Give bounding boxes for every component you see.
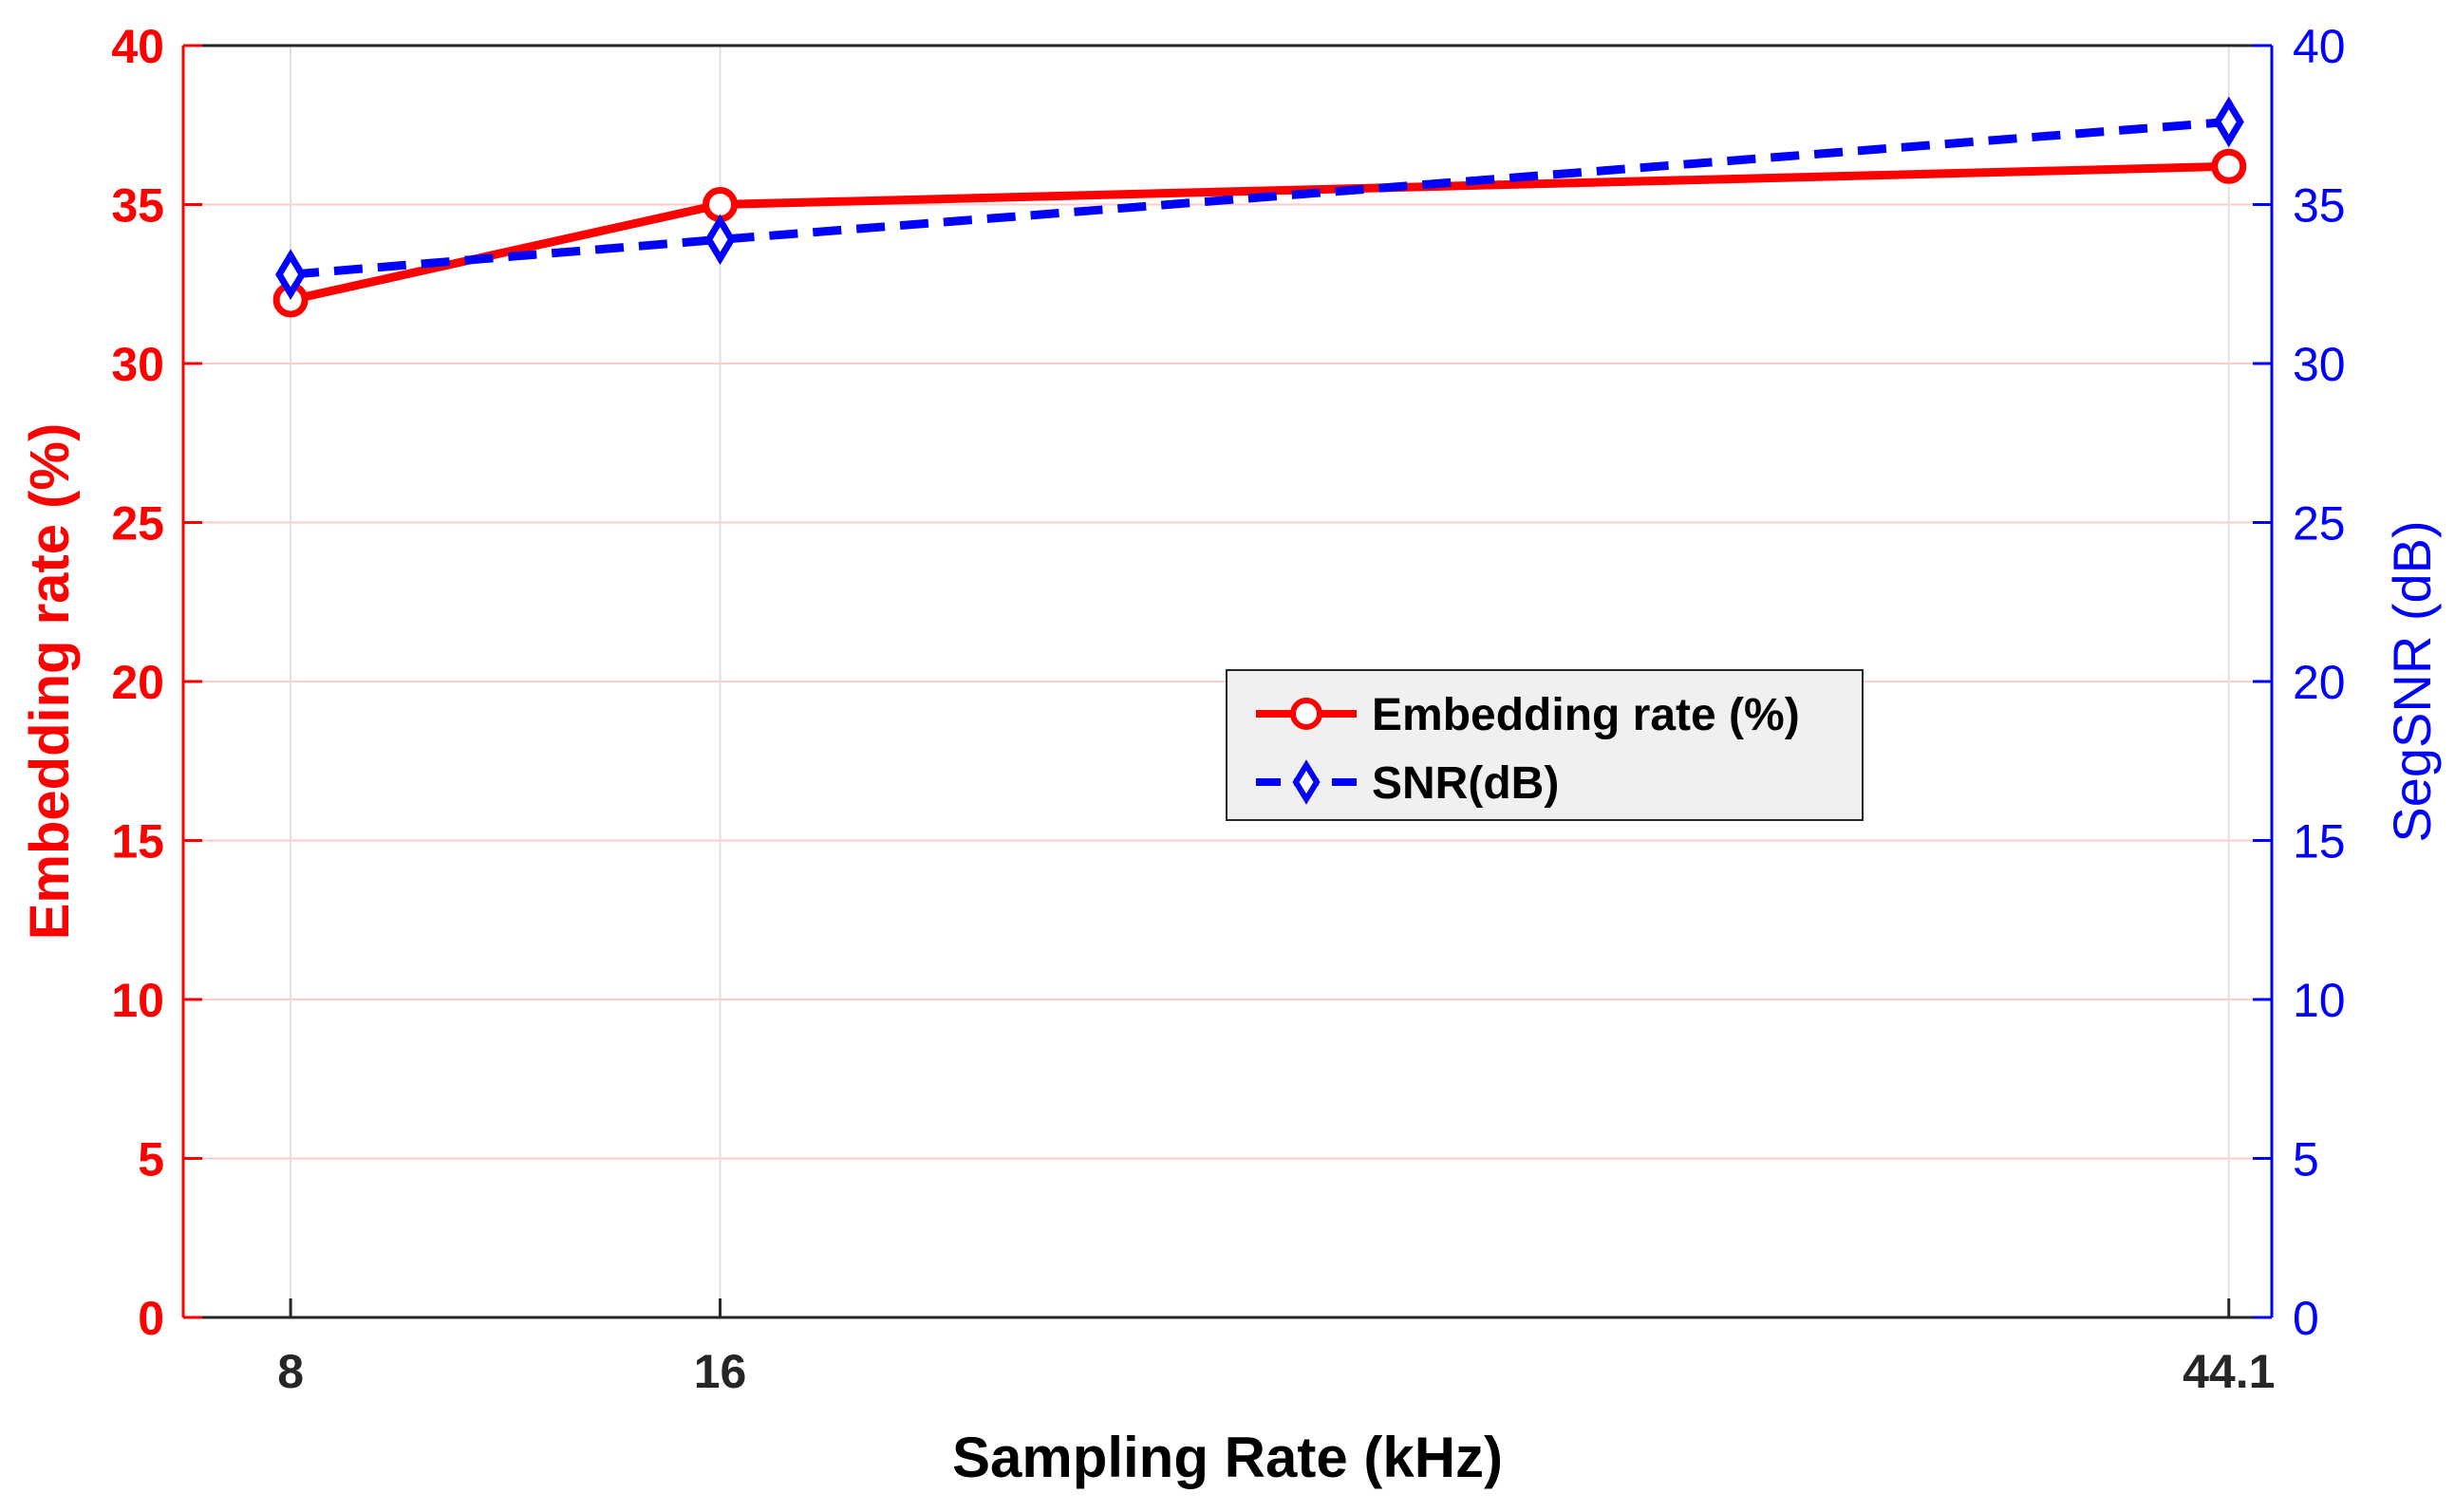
y-axis-left-label: Embedding rate (%) <box>19 423 81 941</box>
y-left-tick-label: 25 <box>111 497 164 551</box>
y-left-tick-label: 20 <box>111 656 164 709</box>
x-axis-label: Sampling Rate (kHz) <box>952 1426 1503 1489</box>
y-right-tick-label: 0 <box>2293 1292 2319 1345</box>
y-left-tick-label: 40 <box>111 20 164 73</box>
y-right-tick-label: 15 <box>2293 815 2346 868</box>
x-tick-label: 8 <box>277 1345 304 1398</box>
y-right-tick-label: 30 <box>2293 338 2346 391</box>
legend-label-embedding: Embedding rate (%) <box>1372 690 1800 740</box>
y-right-tick-label: 10 <box>2293 974 2346 1027</box>
y-left-tick-label: 0 <box>138 1292 164 1345</box>
y-right-tick-label: 40 <box>2293 20 2346 73</box>
y-right-tick-label: 35 <box>2293 179 2346 233</box>
x-tick-label: 44.1 <box>2183 1345 2275 1398</box>
axis-ticks: 0 5 10 15 20 25 30 35 40 0 5 10 15 20 25 30 35 40 8 16 44.1 <box>111 20 2345 1398</box>
legend-box <box>1226 669 1864 821</box>
data-point-snr <box>275 249 307 301</box>
y-left-tick-label: 30 <box>111 338 164 391</box>
x-tick-label: 16 <box>694 1345 747 1398</box>
legend-label-snr: SNR(dB) <box>1372 758 1559 809</box>
y-right-tick-label: 20 <box>2293 656 2346 709</box>
y-right-tick-label: 5 <box>2293 1133 2319 1186</box>
series <box>272 96 2247 318</box>
y-left-tick-label: 10 <box>111 974 164 1027</box>
data-point-embedding <box>2211 148 2247 184</box>
legend: Embedding rate (%) SNR(dB) <box>1226 669 1864 821</box>
series-line-snr <box>290 117 2230 279</box>
data-point-snr <box>704 214 736 266</box>
data-point-snr <box>2213 96 2244 148</box>
y-left-tick-label: 35 <box>111 179 164 233</box>
y-right-tick-label: 25 <box>2293 497 2346 551</box>
y-left-tick-label: 15 <box>111 815 164 868</box>
legend-marker-snr <box>1292 759 1321 805</box>
legend-marker-embedding <box>1290 698 1322 730</box>
y-left-tick-label: 5 <box>138 1133 164 1186</box>
y-axis-right-label: SegSNR (dB) <box>2382 520 2442 842</box>
